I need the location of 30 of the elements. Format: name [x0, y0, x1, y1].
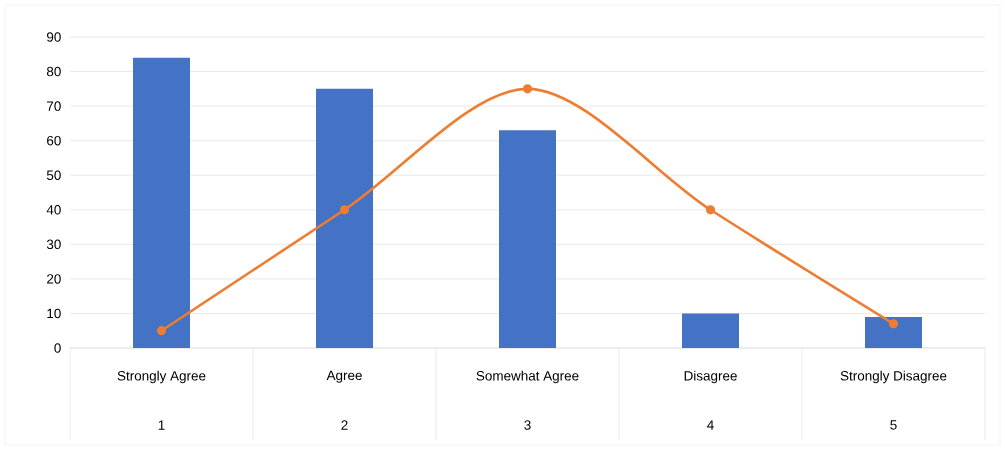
x-tick-label: Somewhat Agree: [476, 370, 579, 384]
y-tick-label: 10: [47, 308, 61, 319]
point: [339, 205, 350, 215]
y-tick-label: 60: [47, 135, 61, 146]
x-tick-label: Strongly Agree: [117, 370, 206, 384]
bar: [499, 130, 556, 348]
text: 3: [524, 420, 531, 430]
x-tick-label: Agree: [326, 370, 362, 383]
bar: [133, 57, 190, 348]
y-tick-label: 90: [46, 32, 61, 42]
text: 4: [707, 420, 714, 430]
point: [888, 319, 899, 329]
x-tick-label: Strongly Disagree: [840, 370, 947, 384]
y-tick-label: 50: [46, 170, 61, 180]
y-tick-label: 20: [47, 274, 61, 284]
text: 2: [341, 420, 348, 430]
point: [522, 84, 533, 94]
x-tick-label: Disagree: [684, 370, 737, 384]
bar: [865, 316, 923, 348]
bar: [316, 88, 373, 348]
y-tick-label: 30: [46, 239, 61, 250]
y-tick-label: 70: [47, 101, 61, 111]
y-tick-label: 80: [46, 66, 61, 77]
point: [705, 205, 716, 215]
bar: [682, 313, 740, 348]
point: [156, 326, 167, 336]
text: 1: [158, 420, 165, 430]
y-tick-label: 0: [54, 343, 61, 353]
y-tick-label: 40: [46, 205, 61, 215]
text: 5: [890, 420, 897, 430]
